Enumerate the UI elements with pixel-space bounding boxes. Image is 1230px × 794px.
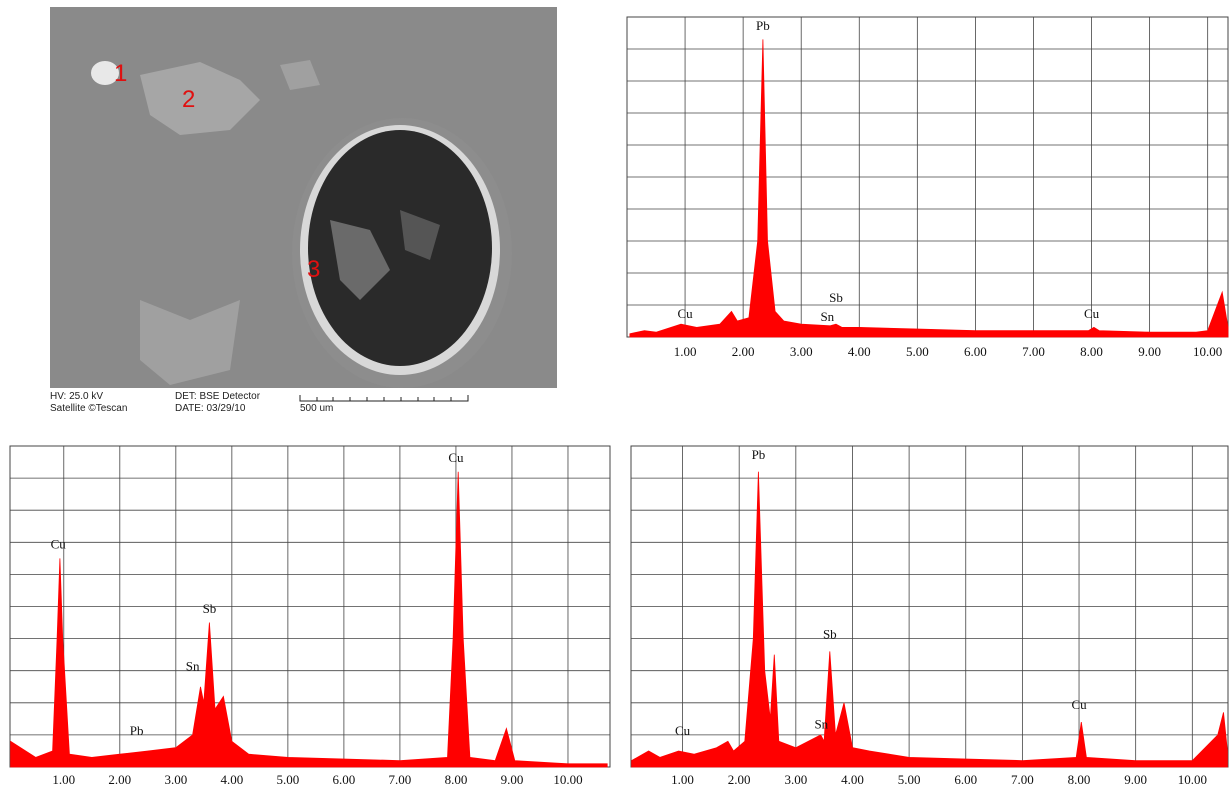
x-tick-label: 8.00 [445, 772, 468, 787]
x-tick-label: 3.00 [164, 772, 187, 787]
peak-label: Cu [51, 537, 67, 552]
spectrum [629, 39, 1229, 338]
sem-region [140, 62, 260, 135]
x-tick-label: 4.00 [841, 772, 864, 787]
spectrum [631, 471, 1228, 768]
peak-label: Cu [1071, 697, 1087, 712]
spectrum-chart: 1.00 2.00 3.00 4.00 5.00 6.00 7.00 8.00 9.00 10.0… [626, 16, 1229, 359]
caption: HV: 25.0 kV [50, 391, 103, 402]
spectrum-chart: 1.00 2.00 3.00 4.00 5.00 6.00 7.00 8.00 9.00 10.0… [9, 445, 611, 787]
caption: Satellite ©Tescan [50, 403, 127, 414]
peak-label: Sb [203, 601, 217, 616]
caption: DATE: 03/29/10 [175, 403, 246, 414]
peak-label: Cu [677, 306, 693, 321]
sem-region [400, 210, 440, 260]
x-tick-label: 10.00 [553, 772, 582, 787]
x-tick-label: 5.00 [276, 772, 299, 787]
peak-label: Sb [823, 627, 837, 642]
x-tick-label: 2.00 [108, 772, 131, 787]
sem-image: 1 2 3 HV: 25.0 kV Satellite ©Tescan DET:… [50, 7, 557, 414]
x-tick-label: 6.00 [964, 344, 987, 359]
spectrum-chart: 1.00 2.00 3.00 4.00 5.00 6.00 7.00 8.00 9.00 10.0… [630, 445, 1229, 787]
x-tick-label: 8.00 [1080, 344, 1103, 359]
peak-label: Pb [752, 447, 766, 462]
peak-label: Pb [756, 18, 770, 33]
x-tick-label: 9.00 [1124, 772, 1147, 787]
x-tick-label: 1.00 [671, 772, 694, 787]
x-tick-label: 7.00 [389, 772, 412, 787]
x-tick-label: 7.00 [1022, 344, 1045, 359]
peak-label: Sn [186, 659, 200, 674]
peak-label: Cu [1084, 306, 1100, 321]
x-tick-label: 7.00 [1011, 772, 1034, 787]
x-tick-label: 2.00 [732, 344, 755, 359]
sem-region [280, 60, 320, 90]
peak-label: Cu [448, 450, 464, 465]
scale-bar [299, 395, 469, 402]
x-tick-label: 10.00 [1193, 344, 1222, 359]
sem-region [330, 220, 390, 300]
x-tick-label: 8.00 [1068, 772, 1091, 787]
point-label: 1 [114, 60, 127, 87]
x-tick-label: 4.00 [848, 344, 871, 359]
x-tick-label: 3.00 [790, 344, 813, 359]
point-label: 3 [307, 256, 320, 283]
caption: 500 um [300, 403, 333, 414]
sem-particle [91, 61, 119, 85]
peak-label: Cu [675, 723, 691, 738]
x-tick-label: 10.00 [1178, 772, 1207, 787]
x-tick-label: 9.00 [501, 772, 524, 787]
peak-label: Pb [130, 723, 144, 738]
x-tick-label: 1.00 [674, 344, 697, 359]
peak-label: Sn [820, 309, 834, 324]
x-tick-label: 5.00 [906, 344, 929, 359]
point-label: 2 [182, 86, 195, 113]
sem-region [140, 300, 240, 385]
x-tick-label: 4.00 [220, 772, 243, 787]
x-tick-label: 6.00 [954, 772, 977, 787]
peak-label: Sn [814, 716, 828, 731]
sem-pore [308, 130, 492, 366]
x-tick-label: 9.00 [1138, 344, 1161, 359]
x-tick-label: 3.00 [784, 772, 807, 787]
peak-label: Sb [829, 290, 843, 305]
spectrum [10, 471, 608, 768]
x-tick-label: 2.00 [728, 772, 751, 787]
x-tick-label: 1.00 [52, 772, 75, 787]
x-tick-label: 6.00 [333, 772, 356, 787]
x-tick-label: 5.00 [898, 772, 921, 787]
caption: DET: BSE Detector [175, 391, 261, 402]
